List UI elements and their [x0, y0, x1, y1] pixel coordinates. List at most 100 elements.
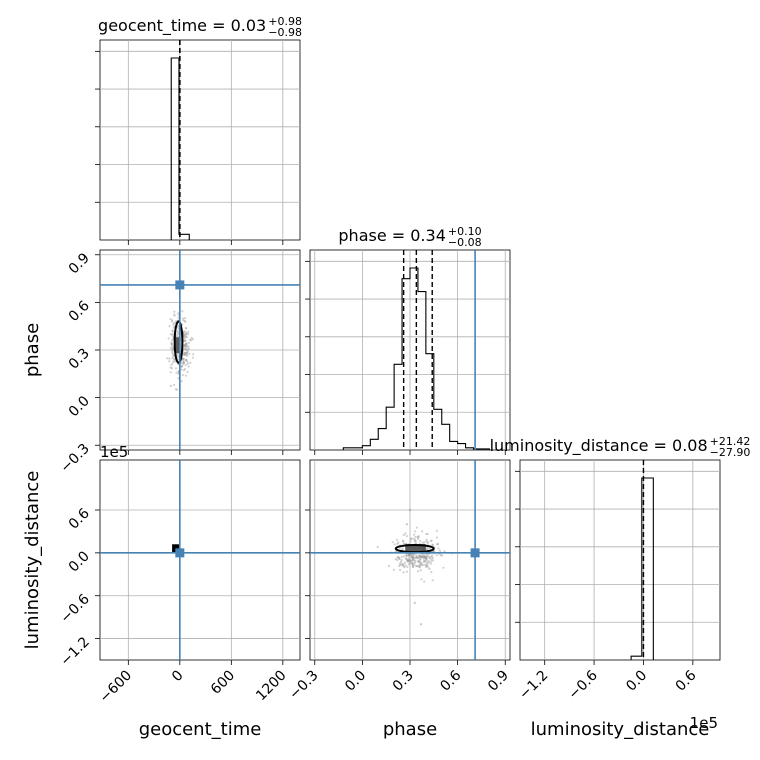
scatter-point	[192, 353, 195, 356]
scatter-point	[410, 556, 413, 559]
scatter-point	[183, 339, 187, 342]
chart-text: geocent_time = 0.03 +0.98−0.98 phase = 0.3…	[22, 15, 750, 740]
scatter-point	[183, 345, 186, 348]
scatter-point	[184, 353, 187, 356]
scatter-point	[414, 540, 418, 543]
scatter-point	[414, 556, 417, 559]
scatter-point	[435, 536, 439, 539]
scatter-point	[422, 555, 425, 558]
scatter-point	[405, 570, 408, 573]
scatter-point	[419, 556, 422, 559]
scatter-point	[414, 560, 417, 563]
scatter-point	[176, 330, 179, 334]
scatter-point	[425, 547, 428, 550]
scatter-point	[191, 356, 194, 359]
scatter-point	[426, 555, 429, 558]
hist-title-phase: phase = 0.34 +0.10−0.08	[338, 225, 481, 249]
scatter-point	[429, 540, 433, 543]
scatter-point	[187, 365, 190, 368]
contour-line	[173, 320, 184, 364]
chart-marks	[100, 40, 720, 660]
scatter-point	[185, 335, 188, 338]
x-tick-label: −0.3	[286, 668, 321, 703]
scatter-point	[171, 333, 174, 336]
scatter-point	[173, 383, 176, 386]
scatter-point	[184, 339, 187, 342]
hist-title-geocent_time: geocent_time = 0.03 +0.98−0.98	[98, 15, 302, 39]
scatter-point	[423, 556, 426, 559]
scatter-point	[175, 334, 179, 337]
scatter-point	[409, 553, 412, 556]
scatter-point	[185, 342, 188, 345]
hist-panel-luminosity_distance	[520, 460, 720, 660]
scatter-point	[400, 559, 403, 562]
scatter-point	[423, 541, 426, 544]
scatter-point	[422, 557, 425, 560]
scatter-point	[417, 565, 421, 568]
truth-marker	[470, 548, 480, 558]
x-tick-label: 0.0	[623, 668, 650, 695]
scatter-point	[424, 554, 427, 557]
scatter-point	[417, 536, 420, 539]
scatter-point	[407, 558, 410, 562]
scatter-point	[188, 352, 191, 356]
scatter-point	[429, 562, 433, 565]
scatter-point	[416, 564, 419, 567]
scatter-point	[410, 561, 413, 565]
scatter-point	[171, 329, 174, 332]
scatter-point	[171, 345, 175, 348]
scatter-point	[410, 537, 413, 541]
y-offset-label: 1e5	[100, 443, 128, 461]
scatter-point	[401, 562, 404, 566]
scatter-point	[166, 357, 169, 360]
hist-panel-geocent_time	[100, 40, 300, 240]
scatter-point	[416, 535, 419, 538]
scatter-point	[404, 564, 407, 567]
scatter-point	[398, 562, 402, 565]
scatter-point	[177, 312, 180, 315]
scatter-point	[415, 564, 418, 568]
scatter-point	[171, 355, 175, 358]
scatter-point	[168, 357, 171, 360]
scatter-point	[412, 556, 415, 560]
scatter-point	[401, 563, 405, 566]
scatter-point	[184, 363, 187, 367]
x-axis-label: phase	[383, 719, 437, 740]
scatter-point	[396, 556, 399, 559]
scatter-point	[391, 540, 394, 544]
scatter-point	[419, 539, 422, 542]
x-axis-label: geocent_time	[139, 719, 262, 740]
scatter-point	[430, 571, 433, 574]
scatter-point	[185, 331, 188, 334]
scatter-point	[416, 557, 419, 560]
scatter-point	[170, 348, 173, 351]
scatter-point	[419, 562, 422, 565]
x-axis-label: luminosity_distance	[531, 719, 710, 740]
scatter-point	[424, 555, 427, 558]
scatter-point	[182, 362, 185, 365]
scatter-point	[436, 542, 440, 546]
scatter-point	[402, 555, 405, 558]
scatter-point	[170, 363, 173, 366]
scatter-point	[176, 353, 179, 356]
scatter-point	[174, 367, 178, 370]
scatter-point	[412, 558, 415, 561]
scatter-point	[397, 556, 400, 559]
scatter-point	[376, 545, 379, 548]
scatter-point	[430, 555, 433, 558]
scatter-point	[437, 547, 440, 550]
scatter-point	[425, 563, 428, 566]
scatter-point	[171, 361, 174, 365]
scatter-point	[427, 546, 430, 549]
title-main: phase = 0.34	[338, 226, 445, 245]
scatter-point	[182, 361, 185, 364]
title-sup: +0.10	[448, 225, 482, 238]
scatter-point	[409, 540, 412, 543]
scatter-point	[183, 343, 187, 346]
scatter-point	[176, 332, 179, 336]
scatter-point	[411, 555, 414, 558]
scatter-point	[177, 370, 180, 373]
scatter-point	[406, 559, 409, 562]
scatter-point	[407, 553, 411, 556]
scatter-point	[424, 556, 427, 559]
